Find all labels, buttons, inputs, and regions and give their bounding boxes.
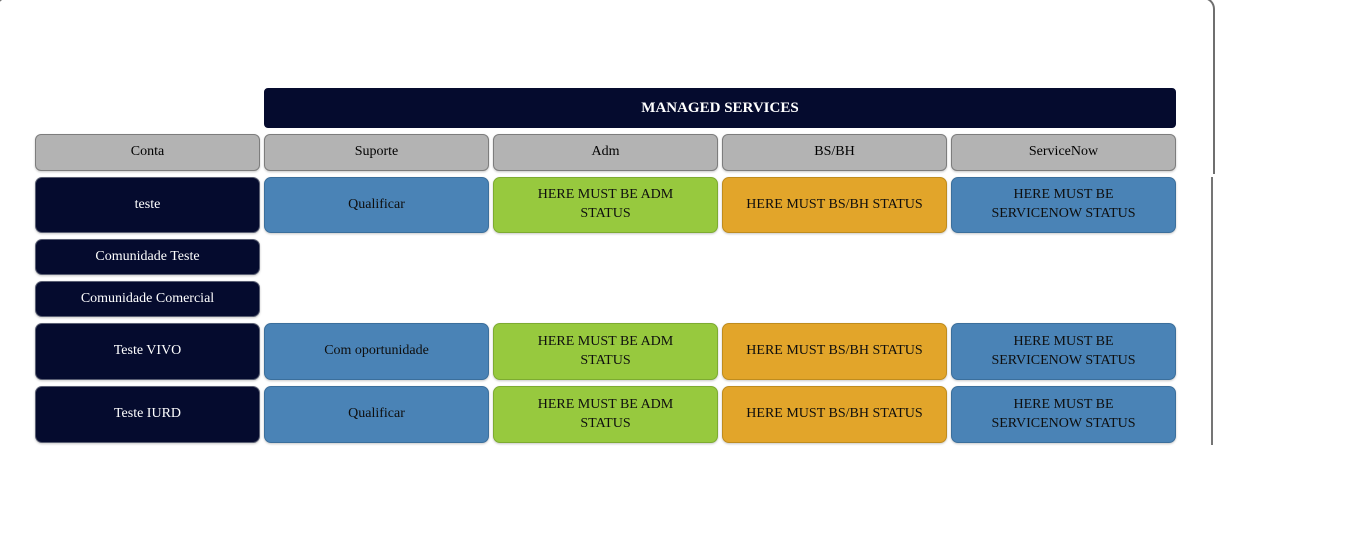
column-header-bsbh: BS/BH xyxy=(722,134,947,171)
cell-servicenow-teste-iurd[interactable]: HERE MUST BE SERVICENOW STATUS xyxy=(951,386,1176,443)
cell-conta-comunidade-teste[interactable]: Comunidade Teste xyxy=(35,239,260,275)
column-header-conta: Conta xyxy=(35,134,260,171)
cell-suporte-teste-iurd[interactable]: Qualificar xyxy=(264,386,489,443)
managed-services-header: MANAGED SERVICES xyxy=(264,88,1176,128)
cell-servicenow-teste[interactable]: HERE MUST BE SERVICENOW STATUS xyxy=(951,177,1176,233)
column-header-adm: Adm xyxy=(493,134,718,171)
cell-bsbh-teste-vivo[interactable]: HERE MUST BS/BH STATUS xyxy=(722,323,947,380)
cell-servicenow-teste-vivo[interactable]: HERE MUST BE SERVICENOW STATUS xyxy=(951,323,1176,380)
column-header-servicenow: ServiceNow xyxy=(951,134,1176,171)
cell-conta-teste-iurd[interactable]: Teste IURD xyxy=(35,386,260,443)
managed-services-board: MANAGED SERVICES Conta Suporte Adm BS/BH… xyxy=(35,88,1176,443)
cell-bsbh-teste-iurd[interactable]: HERE MUST BS/BH STATUS xyxy=(722,386,947,443)
column-header-suporte: Suporte xyxy=(264,134,489,171)
cell-conta-comunidade-comercial[interactable]: Comunidade Comercial xyxy=(35,281,260,317)
cell-adm-teste-iurd[interactable]: HERE MUST BE ADM STATUS xyxy=(493,386,718,443)
cell-adm-teste[interactable]: HERE MUST BE ADM STATUS xyxy=(493,177,718,233)
cell-bsbh-teste[interactable]: HERE MUST BS/BH STATUS xyxy=(722,177,947,233)
cell-suporte-teste[interactable]: Qualificar xyxy=(264,177,489,233)
cell-conta-teste-vivo[interactable]: Teste VIVO xyxy=(35,323,260,380)
cell-suporte-teste-vivo[interactable]: Com oportunidade xyxy=(264,323,489,380)
cell-conta-teste[interactable]: teste xyxy=(35,177,260,233)
cell-adm-teste-vivo[interactable]: HERE MUST BE ADM STATUS xyxy=(493,323,718,380)
